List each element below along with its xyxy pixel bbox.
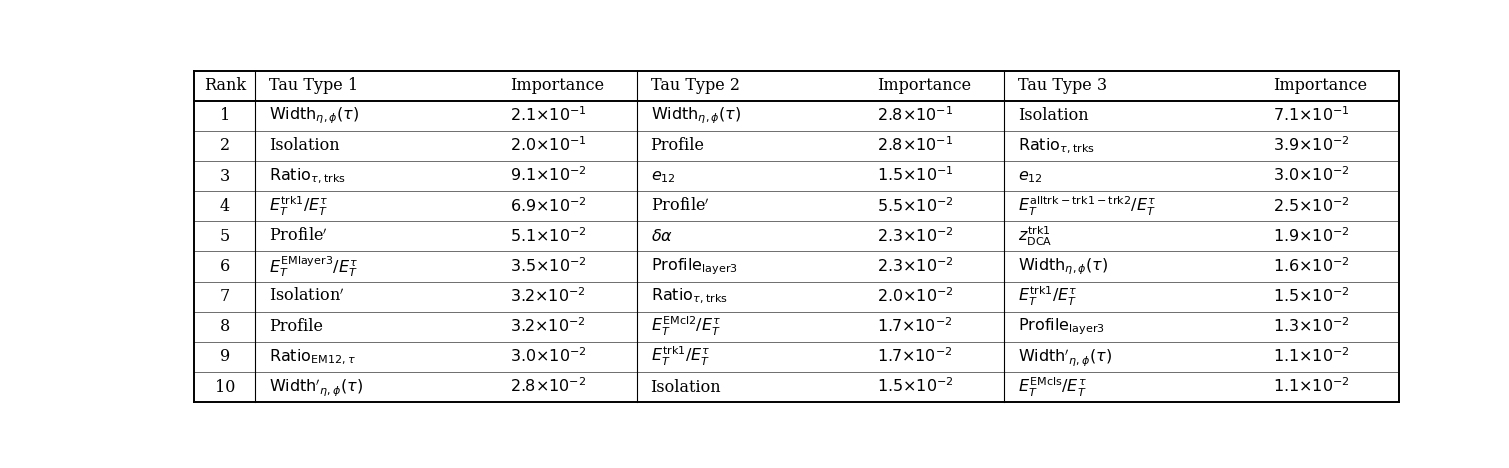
Text: $3.0{\times}10^{-2}$: $3.0{\times}10^{-2}$ (1272, 167, 1349, 185)
Text: Isolation: Isolation (269, 138, 340, 154)
Text: 3: 3 (220, 168, 229, 184)
Text: $1.9{\times}10^{-2}$: $1.9{\times}10^{-2}$ (1272, 227, 1349, 246)
Text: Profile$'$: Profile$'$ (269, 228, 327, 245)
Text: $E_T^{\mathrm{trk1}}/E_T^{\tau}$: $E_T^{\mathrm{trk1}}/E_T^{\tau}$ (269, 195, 329, 218)
Text: Profile$'$: Profile$'$ (650, 197, 709, 215)
Text: 8: 8 (220, 318, 229, 335)
Text: 1: 1 (220, 107, 229, 124)
Text: Rank: Rank (204, 77, 246, 94)
Text: Isolation: Isolation (1017, 107, 1088, 124)
Text: $2.1{\times}10^{-1}$: $2.1{\times}10^{-1}$ (510, 106, 587, 125)
Text: $1.5{\times}10^{-1}$: $1.5{\times}10^{-1}$ (877, 167, 954, 185)
Text: Isolation$'$: Isolation$'$ (269, 288, 344, 305)
Text: $\mathrm{Profile}_{\mathrm{layer3}}$: $\mathrm{Profile}_{\mathrm{layer3}}$ (650, 256, 738, 277)
Text: $2.0{\times}10^{-2}$: $2.0{\times}10^{-2}$ (877, 287, 954, 306)
Text: 4: 4 (220, 197, 229, 215)
Text: 9: 9 (220, 348, 229, 366)
Text: $6.9{\times}10^{-2}$: $6.9{\times}10^{-2}$ (510, 197, 587, 216)
Text: $\mathrm{Width}_{\eta,\phi}(\tau)$: $\mathrm{Width}_{\eta,\phi}(\tau)$ (1017, 256, 1108, 277)
Text: Profile: Profile (650, 138, 705, 154)
Text: $1.5{\times}10^{-2}$: $1.5{\times}10^{-2}$ (1272, 287, 1349, 306)
Text: $E_T^{\mathrm{alltrk-trk1-trk2}}/E_T^{\tau}$: $E_T^{\mathrm{alltrk-trk1-trk2}}/E_T^{\t… (1017, 195, 1156, 218)
Text: $1.1{\times}10^{-2}$: $1.1{\times}10^{-2}$ (1272, 378, 1349, 396)
Text: $\mathrm{Ratio}_{\tau,\mathrm{trks}}$: $\mathrm{Ratio}_{\tau,\mathrm{trks}}$ (269, 167, 346, 186)
Text: Importance: Importance (877, 77, 972, 94)
Text: $3.2{\times}10^{-2}$: $3.2{\times}10^{-2}$ (510, 317, 585, 336)
Text: $2.8{\times}10^{-1}$: $2.8{\times}10^{-1}$ (877, 137, 954, 155)
Text: 6: 6 (220, 258, 229, 275)
Text: $3.5{\times}10^{-2}$: $3.5{\times}10^{-2}$ (510, 257, 587, 276)
Text: $3.9{\times}10^{-2}$: $3.9{\times}10^{-2}$ (1272, 137, 1349, 155)
Text: $1.3{\times}10^{-2}$: $1.3{\times}10^{-2}$ (1272, 317, 1349, 336)
Text: $\mathrm{Profile}_{\mathrm{layer3}}$: $\mathrm{Profile}_{\mathrm{layer3}}$ (1017, 316, 1105, 337)
Text: $E_T^{\mathrm{trk1}}/E_T^{\tau}$: $E_T^{\mathrm{trk1}}/E_T^{\tau}$ (650, 345, 711, 368)
Text: $3.2{\times}10^{-2}$: $3.2{\times}10^{-2}$ (510, 287, 585, 306)
Text: $E_T^{\mathrm{EMcl2}}/E_T^{\tau}$: $E_T^{\mathrm{EMcl2}}/E_T^{\tau}$ (650, 315, 721, 338)
Text: $\mathrm{Ratio}_{\tau,\mathrm{trks}}$: $\mathrm{Ratio}_{\tau,\mathrm{trks}}$ (1017, 136, 1094, 155)
Text: $z_{\mathrm{DCA}}^{\mathrm{trk1}}$: $z_{\mathrm{DCA}}^{\mathrm{trk1}}$ (1017, 225, 1052, 248)
Text: 7: 7 (220, 288, 229, 305)
Text: $1.7{\times}10^{-2}$: $1.7{\times}10^{-2}$ (877, 348, 952, 366)
Text: $1.5{\times}10^{-2}$: $1.5{\times}10^{-2}$ (877, 378, 954, 396)
Text: $9.1{\times}10^{-2}$: $9.1{\times}10^{-2}$ (510, 167, 587, 185)
Text: Profile: Profile (269, 318, 323, 335)
Text: $2.3{\times}10^{-2}$: $2.3{\times}10^{-2}$ (877, 257, 954, 276)
Text: Tau Type 3: Tau Type 3 (1017, 77, 1108, 94)
Text: Importance: Importance (510, 77, 605, 94)
Text: $1.1{\times}10^{-2}$: $1.1{\times}10^{-2}$ (1272, 348, 1349, 366)
Text: 5: 5 (220, 228, 229, 245)
Text: $E_T^{\mathrm{EMcls}}/E_T^{\tau}$: $E_T^{\mathrm{EMcls}}/E_T^{\tau}$ (1017, 375, 1086, 399)
Text: $\delta\alpha$: $\delta\alpha$ (650, 228, 673, 245)
Text: $5.5{\times}10^{-2}$: $5.5{\times}10^{-2}$ (877, 197, 954, 216)
Text: $2.5{\times}10^{-2}$: $2.5{\times}10^{-2}$ (1272, 197, 1349, 216)
Text: $7.1{\times}10^{-1}$: $7.1{\times}10^{-1}$ (1272, 106, 1349, 125)
Text: $e_{12}$: $e_{12}$ (1017, 168, 1043, 184)
Text: $\mathrm{Width}_{\eta,\phi}(\tau)$: $\mathrm{Width}_{\eta,\phi}(\tau)$ (269, 105, 359, 126)
Text: $2.0{\times}10^{-1}$: $2.0{\times}10^{-1}$ (510, 137, 587, 155)
Text: Isolation: Isolation (650, 379, 721, 395)
Text: $\mathrm{Width}'_{\eta,\phi}(\tau)$: $\mathrm{Width}'_{\eta,\phi}(\tau)$ (1017, 346, 1112, 368)
Text: $5.1{\times}10^{-2}$: $5.1{\times}10^{-2}$ (510, 227, 587, 246)
Text: Importance: Importance (1272, 77, 1367, 94)
Text: $E_T^{\mathrm{EMlayer3}}/E_T^{\tau}$: $E_T^{\mathrm{EMlayer3}}/E_T^{\tau}$ (269, 254, 359, 279)
Text: $1.7{\times}10^{-2}$: $1.7{\times}10^{-2}$ (877, 317, 952, 336)
Text: $1.6{\times}10^{-2}$: $1.6{\times}10^{-2}$ (1272, 257, 1349, 276)
Text: $E_T^{\mathrm{trk1}}/E_T^{\tau}$: $E_T^{\mathrm{trk1}}/E_T^{\tau}$ (1017, 285, 1077, 308)
Text: $\mathrm{Width}_{\eta,\phi}(\tau)$: $\mathrm{Width}_{\eta,\phi}(\tau)$ (650, 105, 741, 126)
Text: 10: 10 (214, 379, 235, 395)
Text: $\mathrm{Ratio}_{\tau,\mathrm{trks}}$: $\mathrm{Ratio}_{\tau,\mathrm{trks}}$ (650, 287, 727, 306)
Text: 2: 2 (220, 138, 229, 154)
Text: $3.0{\times}10^{-2}$: $3.0{\times}10^{-2}$ (510, 348, 587, 366)
Text: $2.3{\times}10^{-2}$: $2.3{\times}10^{-2}$ (877, 227, 954, 246)
Text: $e_{12}$: $e_{12}$ (650, 168, 676, 184)
Text: $\mathrm{Width}'_{\eta,\phi}(\tau)$: $\mathrm{Width}'_{\eta,\phi}(\tau)$ (269, 376, 364, 398)
Text: $\mathrm{Ratio}_{\mathrm{EM12},\tau}$: $\mathrm{Ratio}_{\mathrm{EM12},\tau}$ (269, 347, 356, 366)
Text: $2.8{\times}10^{-2}$: $2.8{\times}10^{-2}$ (510, 378, 587, 396)
Text: $2.8{\times}10^{-1}$: $2.8{\times}10^{-1}$ (877, 106, 954, 125)
Text: Tau Type 2: Tau Type 2 (650, 77, 739, 94)
Text: Tau Type 1: Tau Type 1 (269, 77, 359, 94)
